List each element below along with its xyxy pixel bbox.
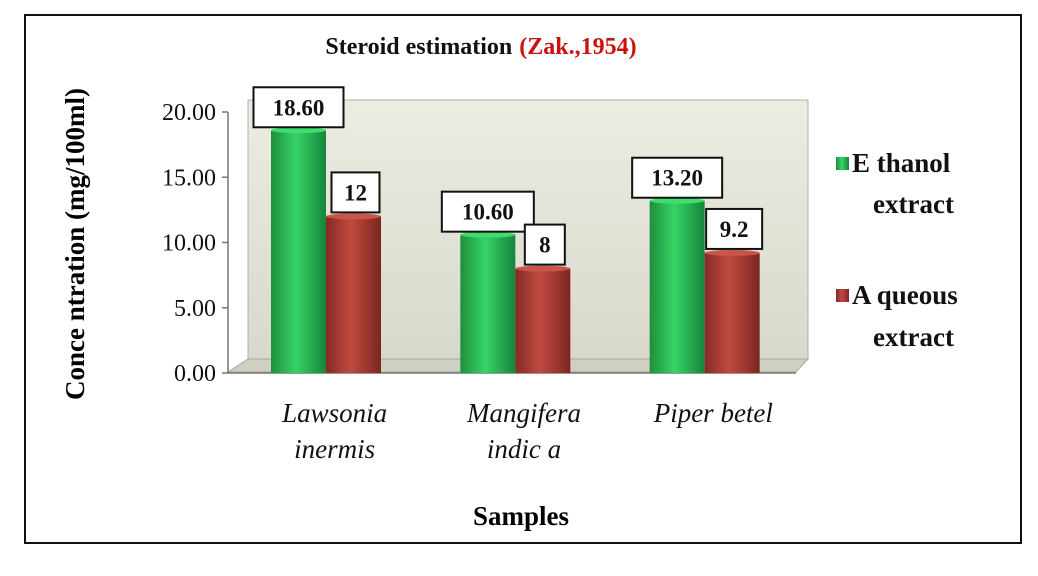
bar-ethanol [460, 234, 516, 373]
data-label-box [523, 223, 566, 266]
bar-top [271, 127, 326, 134]
x-tick-label-line: Piper betel [653, 398, 773, 428]
x-tick-label: Lawsonia inermis [281, 398, 387, 464]
y-tick-label: 0.00 [174, 361, 216, 387]
legend-swatch-ethanol [836, 157, 849, 170]
x-tick-label-line: Lawsonia [281, 398, 387, 428]
y-axis-label: Conce ntration (mg/100ml) [60, 88, 90, 400]
data-label-box [631, 156, 724, 199]
y-tick-label: 10.00 [162, 231, 216, 257]
bar-top [326, 213, 381, 220]
x-axis-label: Samples [473, 501, 569, 531]
bar-chart: Steroid estimation (Zak.,1954) 0.00 5.00 10… [60, 34, 965, 531]
chart-title: Steroid estimation (Zak.,1954) [325, 34, 636, 60]
data-label: 12 [344, 180, 367, 205]
legend-label-ethanol: E thanol extract [852, 148, 957, 219]
chart-frame: Steroid estimation (Zak.,1954) 0.00 5.00 10… [24, 14, 1022, 544]
bar-aqueous [704, 252, 760, 373]
legend-swatch-aqueous [836, 289, 849, 302]
y-axis-ticks: 0.00 5.00 10.00 15.00 20.00 [162, 100, 228, 387]
x-axis-tick-labels: Lawsonia inermis Mangifera indic a Piper bet… [281, 398, 773, 464]
x-tick-label-line: indic a [487, 434, 561, 464]
x-tick-label-line: Mangifera [466, 398, 581, 428]
bar-aqueous [326, 216, 381, 373]
data-label: 9.2 [720, 217, 749, 242]
data-label: 8 [539, 233, 551, 258]
x-tick-label: Piper betel [653, 398, 773, 428]
data-label: 13.20 [651, 166, 703, 191]
legend: E thanol extract A queous extract [836, 148, 965, 352]
bar-top [649, 197, 705, 204]
bar-aqueous [515, 268, 571, 373]
data-label-box [440, 190, 535, 233]
bar-top [460, 231, 516, 238]
bar-ethanol [649, 200, 705, 373]
data-label-box [330, 171, 381, 214]
y-tick-label: 20.00 [162, 100, 216, 126]
bars-group: 18.60 12 10.60 8 13.20 9.2 [252, 86, 764, 373]
bar-ethanol [271, 130, 326, 373]
data-label: 10.60 [462, 200, 514, 225]
x-tick-label-line: inermis [294, 434, 375, 464]
y-tick-label: 5.00 [174, 296, 216, 322]
data-label-box [252, 86, 345, 129]
x-tick-label: Mangifera indic a [466, 398, 581, 464]
bar-top [515, 265, 571, 272]
y-tick-label: 15.00 [162, 165, 216, 191]
data-label: 18.60 [273, 95, 325, 120]
bar-top [704, 249, 760, 256]
data-label-box [705, 207, 764, 250]
legend-label-aqueous: A queous extract [852, 280, 965, 352]
